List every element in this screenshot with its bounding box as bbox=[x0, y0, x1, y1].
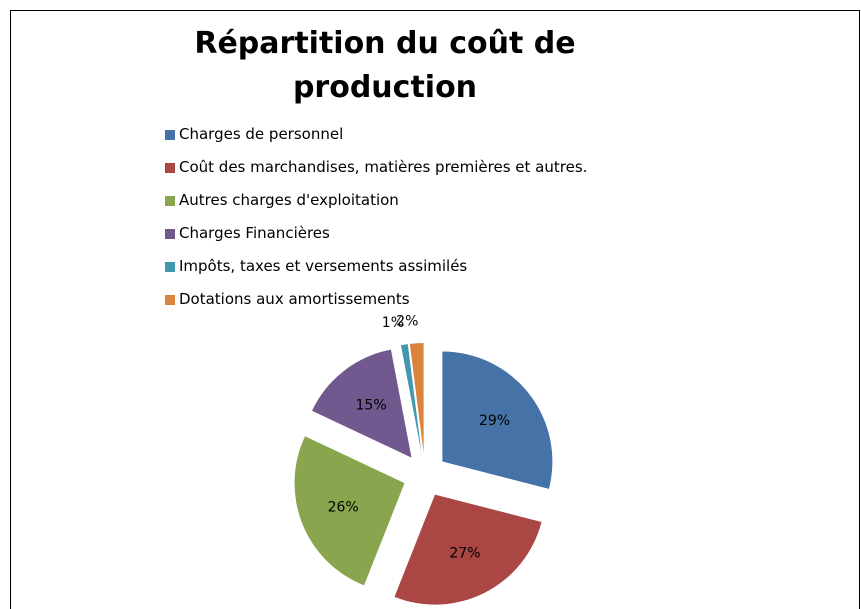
chart-title: Répartition du coût de production bbox=[194, 26, 576, 105]
legend-entry: Charges Financières bbox=[165, 217, 587, 250]
legend-label: Charges Financières bbox=[179, 224, 330, 242]
pie-slice bbox=[311, 349, 412, 458]
legend-entry: Impôts, taxes et versements assimilés bbox=[165, 250, 587, 283]
legend-entry: Coût des marchandises, matières première… bbox=[165, 151, 587, 184]
data-label: 29% bbox=[479, 413, 510, 429]
legend-swatch bbox=[165, 162, 175, 173]
pie-slice bbox=[294, 436, 405, 586]
legend-label: Impôts, taxes et versements assimilés bbox=[179, 257, 468, 275]
data-label: 26% bbox=[328, 499, 359, 515]
data-label: 2% bbox=[396, 313, 418, 329]
legend-entry: Charges de personnel bbox=[165, 118, 587, 151]
pie-slice bbox=[409, 343, 424, 454]
data-label: 27% bbox=[449, 545, 480, 561]
data-label: 1% bbox=[382, 315, 404, 331]
chart-frame bbox=[10, 10, 860, 609]
pie-slice bbox=[442, 351, 553, 489]
legend-label: Coût des marchandises, matières première… bbox=[179, 158, 588, 176]
legend-entry: Dotations aux amortissements bbox=[165, 283, 587, 316]
legend-label: Charges de personnel bbox=[179, 125, 344, 143]
legend-label: Dotations aux amortissements bbox=[179, 290, 410, 308]
legend-swatch bbox=[165, 294, 175, 305]
legend-label: Autres charges d'exploitation bbox=[179, 191, 399, 209]
legend-swatch bbox=[165, 195, 175, 206]
pie-slice bbox=[394, 494, 542, 605]
data-label: 15% bbox=[356, 397, 387, 413]
legend-swatch bbox=[165, 261, 175, 272]
pie-slice bbox=[400, 344, 422, 454]
legend-swatch bbox=[165, 228, 175, 239]
legend-swatch bbox=[165, 129, 175, 140]
legend: Charges de personnel Coût des marchandise… bbox=[165, 118, 587, 316]
legend-entry: Autres charges d'exploitation bbox=[165, 184, 587, 217]
